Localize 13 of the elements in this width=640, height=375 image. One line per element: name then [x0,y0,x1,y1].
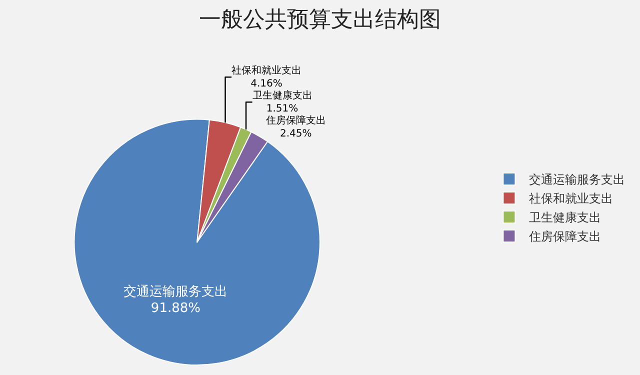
slice-label: 交通运输服务支出 [124,283,228,300]
slice-label: 卫生健康支出 [252,90,312,102]
slice-label: 住房保障支出 [266,114,326,127]
legend-label: 交通运输服务支出 [529,172,626,187]
legend-label: 卫生健康支出 [529,210,602,225]
data-label: 4.16% [250,78,282,90]
data-label: 1.51% [266,104,298,115]
chart-title: 一般公共预算支出结构图 [199,8,441,33]
legend-label: 住房保障支出 [528,230,602,244]
data-label: 91.88% [150,301,200,316]
slice-label: 社保和就业支出 [232,64,302,77]
legend-label: 社保和就业支出 [529,192,614,206]
data-label: 2.45% [280,128,312,140]
